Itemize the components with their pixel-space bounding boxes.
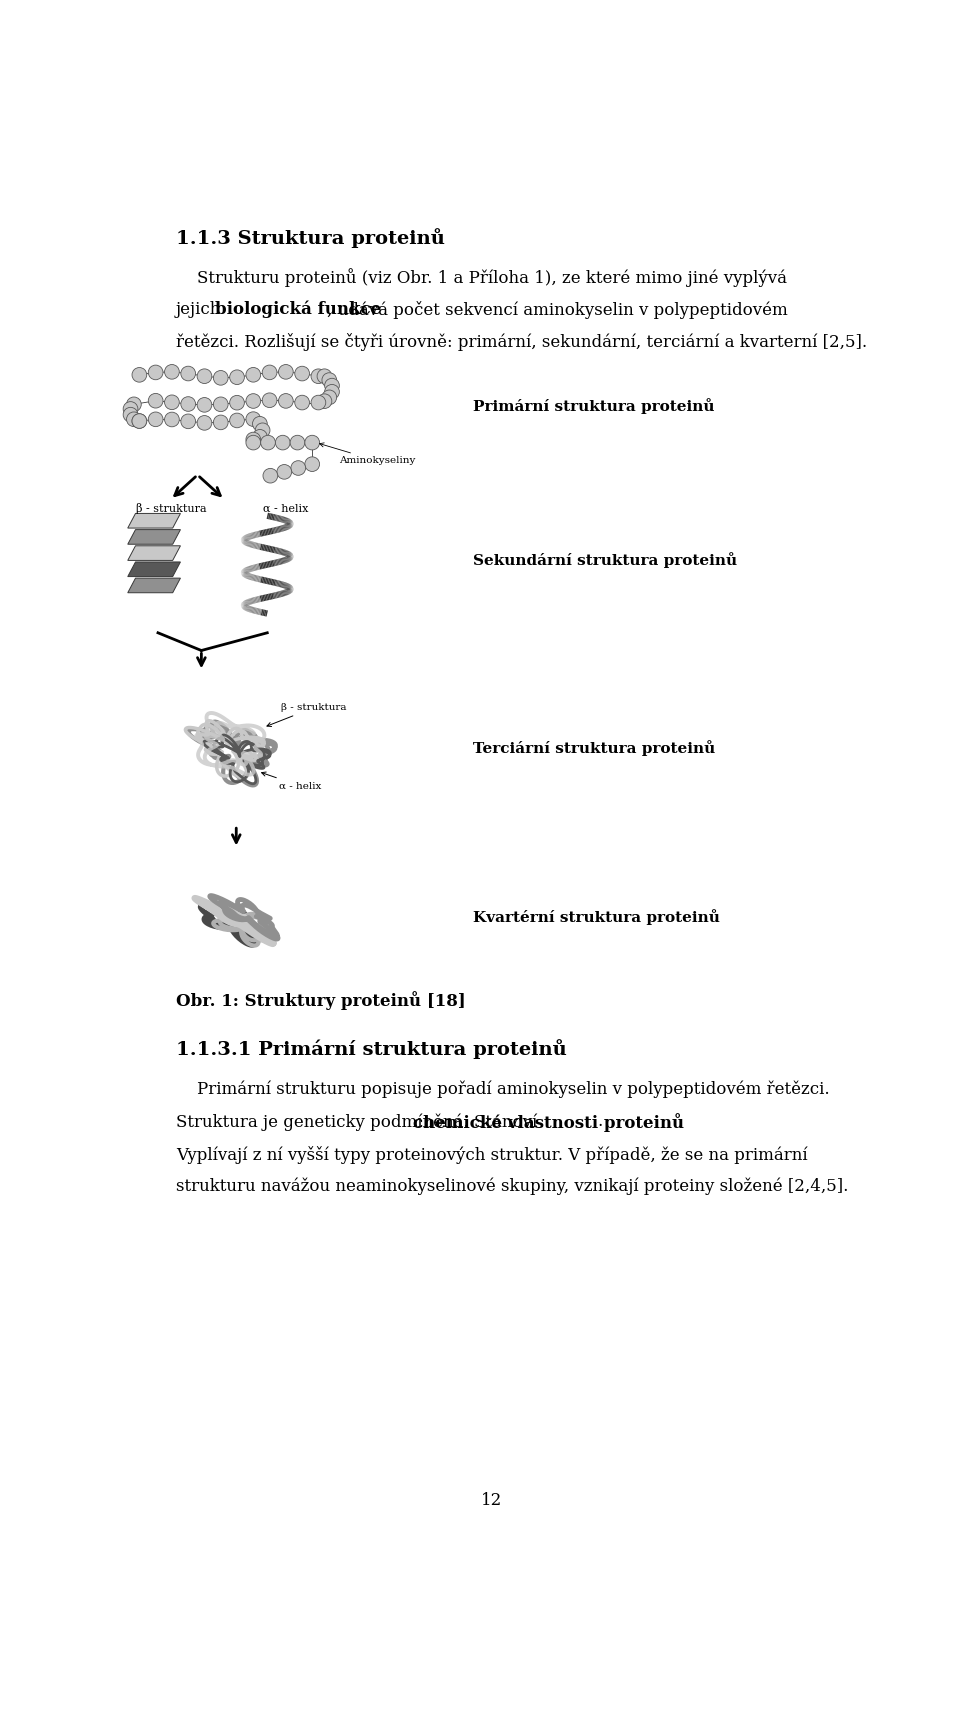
Text: Struktura je geneticky podmíněná. Stanoví: Struktura je geneticky podmíněná. Stanov… [176, 1113, 542, 1130]
Text: Aminokyseliny: Aminokyseliny [320, 443, 416, 466]
Text: 1.1.3 Struktura proteinů: 1.1.3 Struktura proteinů [176, 228, 444, 248]
Circle shape [246, 368, 261, 382]
Circle shape [180, 414, 196, 428]
Circle shape [229, 370, 245, 385]
Text: Primární strukturu popisuje pořadí aminokyselin v polypeptidovém řetězci.: Primární strukturu popisuje pořadí amino… [176, 1080, 829, 1099]
Circle shape [164, 395, 180, 409]
Circle shape [317, 368, 332, 383]
Circle shape [148, 413, 163, 426]
Circle shape [132, 414, 147, 428]
Circle shape [276, 435, 290, 450]
Circle shape [127, 397, 141, 411]
Polygon shape [128, 579, 180, 592]
Circle shape [229, 395, 245, 409]
Circle shape [261, 435, 276, 450]
Circle shape [252, 430, 267, 443]
Text: α - helix: α - helix [263, 503, 309, 514]
Circle shape [255, 423, 270, 438]
Circle shape [278, 365, 293, 378]
Circle shape [262, 394, 276, 407]
Circle shape [213, 370, 228, 385]
Circle shape [324, 385, 340, 399]
Text: Sekundární struktura proteinů: Sekundární struktura proteinů [472, 551, 736, 568]
Circle shape [197, 397, 212, 413]
Text: chemické vlastnosti proteinů: chemické vlastnosti proteinů [414, 1113, 684, 1132]
Text: řetězci. Rozlišují se čtyři úrovně: primární, sekundární, terciární a kvarterní : řetězci. Rozlišují se čtyři úrovně: prim… [176, 334, 867, 351]
Circle shape [180, 397, 196, 411]
Circle shape [322, 373, 337, 387]
Circle shape [164, 413, 180, 426]
Circle shape [305, 457, 320, 471]
Text: strukturu navážou neaminokyselinové skupiny, vznikají proteiny složené [2,4,5].: strukturu navážou neaminokyselinové skup… [176, 1178, 849, 1195]
Circle shape [263, 469, 277, 483]
Circle shape [324, 378, 340, 394]
Circle shape [278, 394, 293, 407]
Circle shape [148, 365, 163, 380]
Circle shape [317, 394, 332, 409]
Text: jejich: jejich [176, 301, 227, 318]
Polygon shape [128, 562, 180, 577]
Polygon shape [128, 514, 180, 527]
Circle shape [311, 368, 325, 383]
Circle shape [123, 402, 138, 416]
Circle shape [213, 397, 228, 411]
Text: Obr. 1: Struktury proteinů [18]: Obr. 1: Struktury proteinů [18] [176, 991, 466, 1010]
Circle shape [262, 365, 276, 380]
Text: Primární struktura proteinů: Primární struktura proteinů [472, 397, 714, 414]
Circle shape [276, 464, 292, 479]
Circle shape [295, 395, 309, 409]
Circle shape [246, 435, 261, 450]
Circle shape [295, 366, 309, 380]
Circle shape [127, 413, 141, 426]
Circle shape [322, 390, 337, 404]
Polygon shape [128, 546, 180, 560]
Text: Kvartérní struktura proteinů: Kvartérní struktura proteinů [472, 909, 719, 924]
Circle shape [123, 407, 138, 421]
Circle shape [197, 416, 212, 430]
Circle shape [213, 414, 228, 430]
Text: Strukturu proteinů (viz Obr. 1 a Příloha 1), ze které mimo jiné vyplývá: Strukturu proteinů (viz Obr. 1 a Příloha… [176, 269, 787, 288]
Text: .: . [598, 1113, 603, 1130]
Circle shape [164, 365, 180, 378]
Text: β - struktura: β - struktura [267, 704, 347, 726]
Circle shape [132, 368, 147, 382]
Text: biologická funkce: biologická funkce [215, 301, 382, 318]
Circle shape [148, 394, 163, 407]
Circle shape [305, 435, 320, 450]
Circle shape [197, 368, 212, 383]
Circle shape [290, 435, 305, 450]
Circle shape [132, 414, 147, 428]
Text: α - helix: α - helix [262, 772, 322, 791]
Circle shape [246, 394, 261, 409]
Circle shape [180, 366, 196, 380]
Text: 12: 12 [481, 1493, 503, 1508]
Circle shape [311, 395, 325, 409]
Text: β - struktura: β - struktura [135, 503, 206, 514]
Polygon shape [128, 529, 180, 544]
Text: , udává počet sekvencí aminokyselin v polypeptidovém: , udává počet sekvencí aminokyselin v po… [327, 301, 788, 318]
Text: Vyplívají z ní vyšší typy proteinových struktur. V případě, že se na primární: Vyplívají z ní vyšší typy proteinových s… [176, 1145, 807, 1164]
Text: Terciární struktura proteinů: Terciární struktura proteinů [472, 740, 715, 757]
Circle shape [246, 413, 261, 426]
Circle shape [252, 416, 267, 431]
Circle shape [246, 431, 261, 447]
Text: 1.1.3.1 Primární struktura proteinů: 1.1.3.1 Primární struktura proteinů [176, 1039, 566, 1058]
Circle shape [291, 461, 305, 476]
Circle shape [229, 413, 245, 428]
